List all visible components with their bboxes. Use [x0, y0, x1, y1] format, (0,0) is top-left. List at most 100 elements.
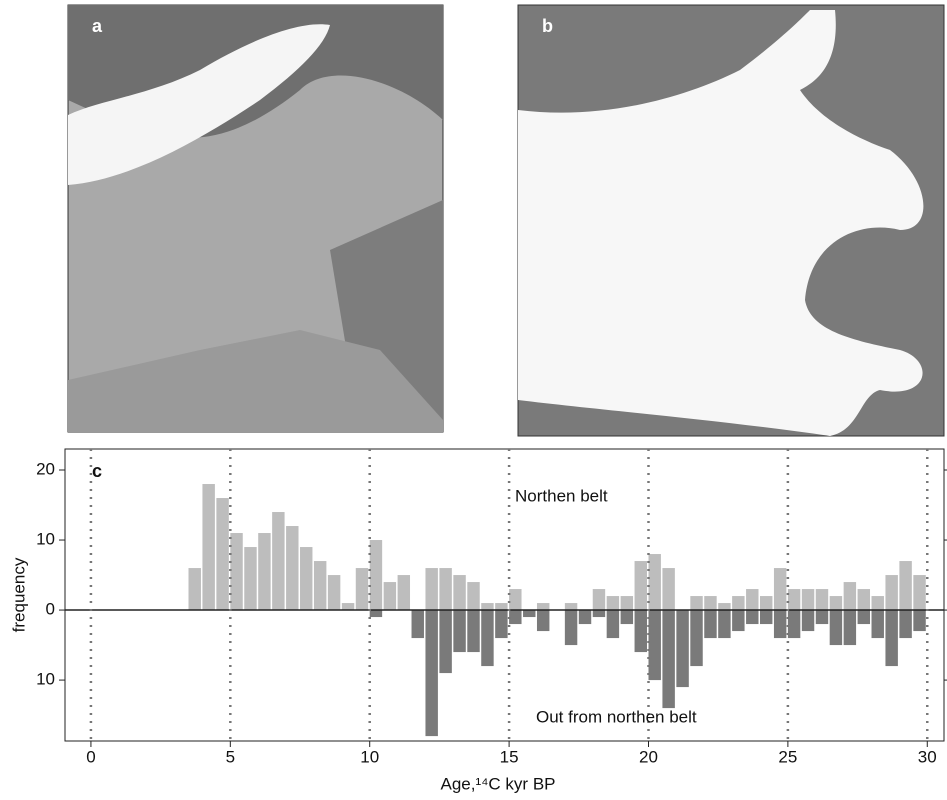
bar	[621, 610, 633, 624]
x-tick-label: 25	[778, 747, 797, 766]
y-tick-label: 0	[46, 600, 55, 619]
bar	[648, 610, 660, 680]
bar	[858, 589, 870, 610]
bar	[607, 610, 619, 638]
bar	[844, 582, 856, 610]
bar	[746, 610, 758, 624]
bar	[662, 568, 674, 610]
bar	[453, 610, 465, 652]
bar	[425, 568, 437, 610]
bar	[314, 561, 326, 610]
panel-label: a	[92, 16, 103, 36]
bar	[300, 547, 312, 610]
bar	[802, 589, 814, 610]
bar	[537, 603, 549, 610]
bar	[802, 610, 814, 631]
x-axis-label: Age,¹⁴C kyr BP	[441, 774, 556, 793]
bar	[412, 610, 424, 638]
bar	[704, 610, 716, 638]
bar	[635, 561, 647, 610]
bar	[858, 610, 870, 624]
bar	[593, 589, 605, 610]
bar	[718, 610, 730, 638]
bar	[774, 610, 786, 638]
map-b: b	[518, 5, 944, 436]
figure: a b c Age,¹⁴C kyr BP frequency 0 5 10 15 20 2…	[0, 0, 947, 800]
bar	[635, 610, 647, 652]
bar	[913, 610, 925, 631]
x-tick-label: 30	[918, 747, 937, 766]
bar	[398, 575, 410, 610]
bar	[872, 610, 884, 638]
bar	[481, 603, 493, 610]
bar	[816, 589, 828, 610]
bar	[760, 596, 772, 610]
bar	[899, 561, 911, 610]
bar	[774, 568, 786, 610]
bar	[425, 610, 437, 736]
bar	[885, 610, 897, 666]
bar	[230, 533, 242, 610]
bar	[370, 610, 382, 617]
bar	[732, 596, 744, 610]
x-tick-label: 0	[86, 747, 95, 766]
bar	[899, 610, 911, 638]
y-tick-label: 10	[36, 670, 55, 689]
y-tick-label: 20	[36, 459, 55, 478]
x-tick-label: 20	[639, 747, 658, 766]
bar	[872, 596, 884, 610]
bar	[690, 596, 702, 610]
bar	[565, 610, 577, 645]
y-axis-label: frequency	[9, 557, 28, 632]
bar	[370, 540, 382, 610]
bar	[189, 568, 201, 610]
y-tick-label: 10	[36, 530, 55, 549]
bar	[537, 610, 549, 631]
bar	[509, 610, 521, 624]
series-label: Northen belt	[515, 486, 608, 505]
bar	[760, 610, 772, 624]
bar	[495, 603, 507, 610]
bar	[202, 484, 214, 610]
x-tick-label: 10	[360, 747, 379, 766]
bar	[453, 575, 465, 610]
bar	[816, 610, 828, 624]
bar	[342, 603, 354, 610]
bar	[579, 610, 591, 624]
bar	[662, 610, 674, 708]
bar	[509, 589, 521, 610]
bar	[788, 589, 800, 610]
bar	[467, 610, 479, 652]
bar	[258, 533, 270, 610]
series-label: Out from northen belt	[536, 707, 697, 726]
bar	[621, 596, 633, 610]
bar	[718, 603, 730, 610]
bar	[593, 610, 605, 617]
bar	[913, 575, 925, 610]
bar	[216, 498, 228, 610]
bar	[384, 582, 396, 610]
bar	[830, 596, 842, 610]
bar	[690, 610, 702, 666]
bar	[830, 610, 842, 645]
bar	[844, 610, 856, 645]
bar	[328, 575, 340, 610]
x-tick-label: 15	[500, 747, 519, 766]
bar	[676, 610, 688, 687]
bar	[607, 596, 619, 610]
bar	[244, 547, 256, 610]
bar	[565, 603, 577, 610]
panel-label: b	[542, 16, 553, 36]
panel-label: c	[92, 461, 102, 481]
x-tick-label: 5	[226, 747, 235, 766]
bar	[523, 610, 535, 617]
bar	[648, 554, 660, 610]
bar	[356, 568, 368, 610]
bar	[286, 526, 298, 610]
bar	[481, 610, 493, 666]
bar	[704, 596, 716, 610]
bar	[732, 610, 744, 631]
bar	[495, 610, 507, 638]
bar	[439, 568, 451, 610]
bar	[439, 610, 451, 673]
